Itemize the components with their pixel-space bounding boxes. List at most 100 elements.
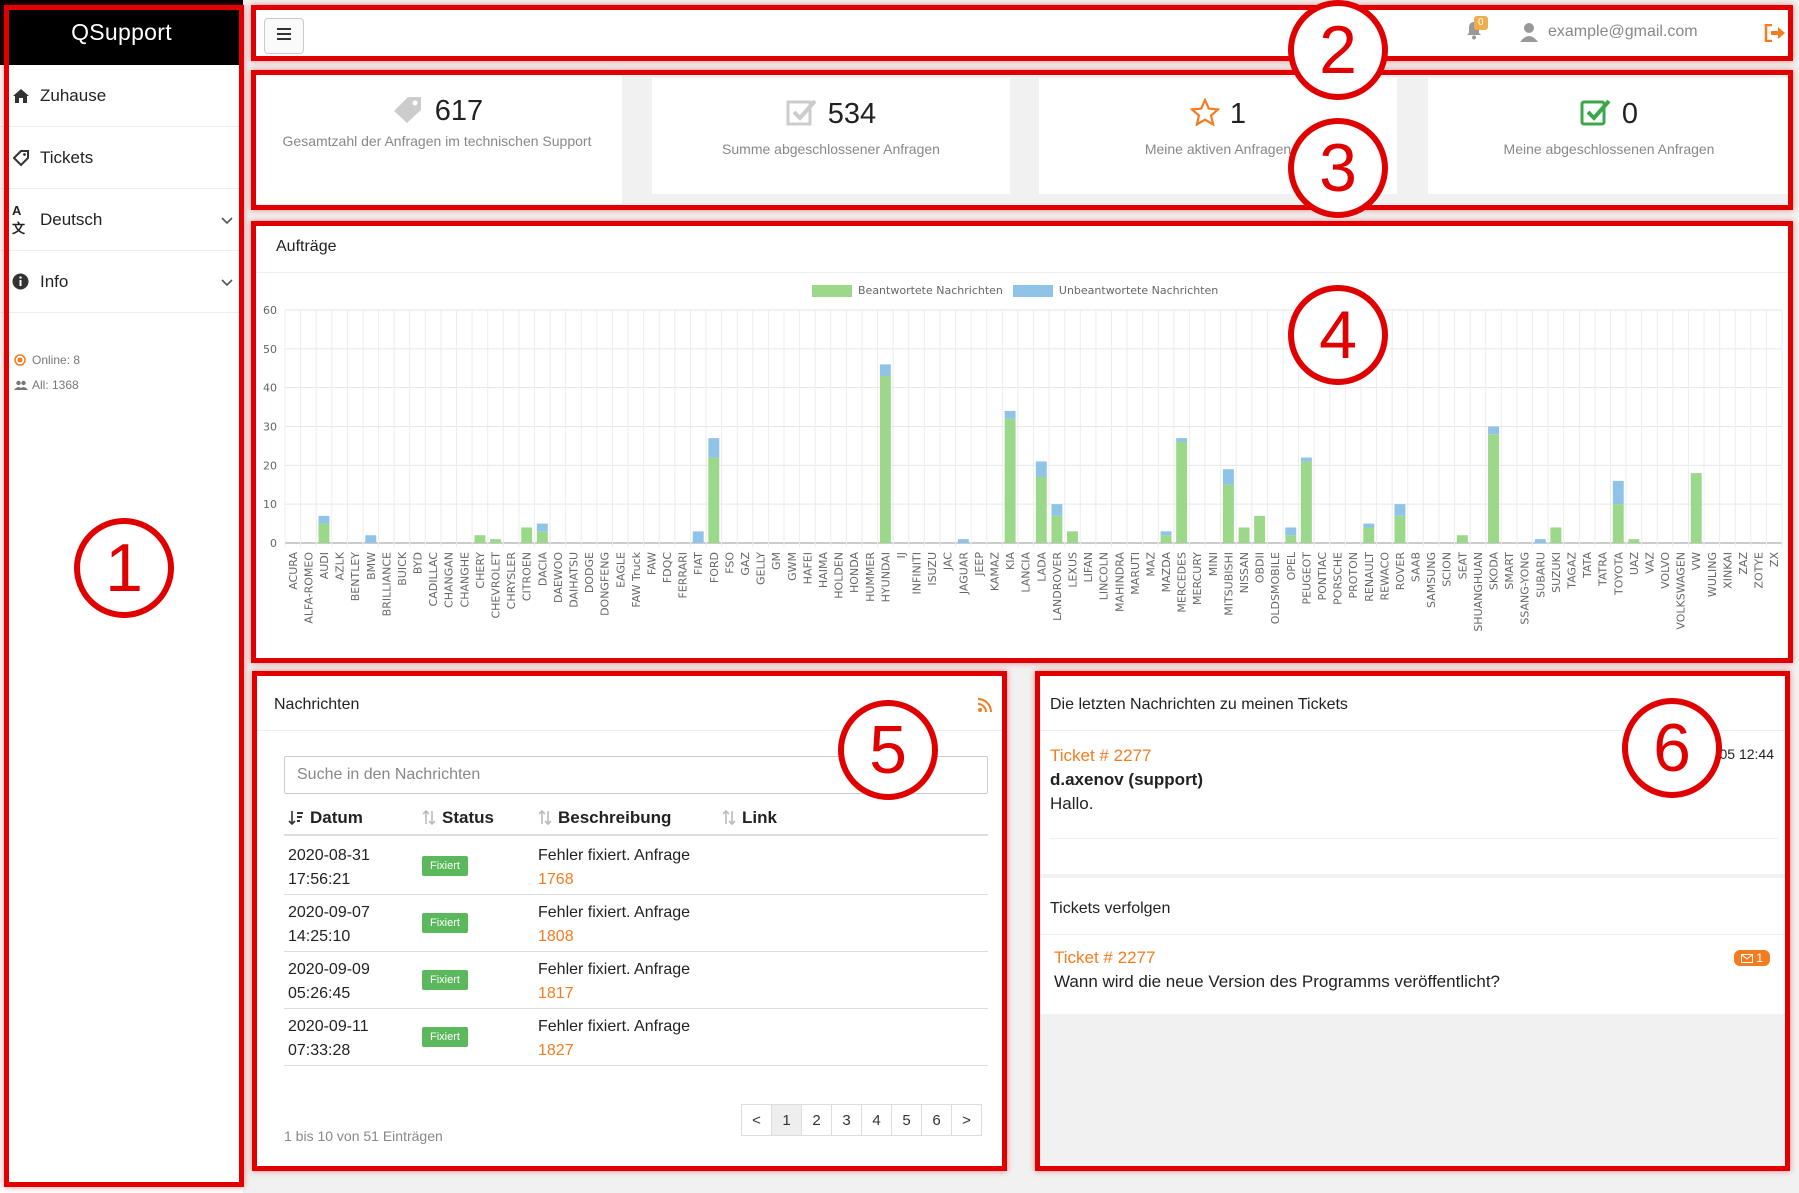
stats-row: 617 Gesamtzahl der Anfragen im technisch…: [252, 68, 1790, 208]
sidebar-item-zuhause[interactable]: Zuhause: [0, 65, 243, 127]
x-tick-label: BUICK: [396, 551, 409, 586]
tag-icon: [391, 94, 425, 129]
message-search-input[interactable]: Suche in den Nachrichten: [284, 756, 988, 794]
home-icon: [12, 88, 34, 104]
bar-answered: [1004, 418, 1016, 543]
x-tick-label: DONGFENG: [599, 552, 612, 616]
x-tick-label: SSANG-YONG: [1519, 552, 1532, 625]
col-beschreibung[interactable]: Beschreibung: [538, 808, 671, 828]
chart-legend: Beantwortete Nachrichten Unbeantwortete …: [812, 284, 1228, 297]
follow-tickets-panel: Tickets verfolgen Ticket # 2277 Wann wir…: [1040, 878, 1788, 1014]
request-link[interactable]: 1817: [538, 985, 574, 1002]
users-icon: [14, 380, 32, 390]
legend-item-unanswered[interactable]: Unbeantwortete Nachrichten: [1012, 284, 1218, 297]
request-link[interactable]: 1827: [538, 1042, 574, 1059]
bar-unanswered: [692, 531, 704, 543]
logout-icon[interactable]: [1764, 23, 1786, 47]
status-badge: Fixiert: [422, 913, 468, 933]
page-2[interactable]: 2: [801, 1104, 832, 1136]
row-datetime: 2020-09-09 05:26:45: [288, 958, 370, 1006]
messages-title: Nachrichten: [252, 674, 1004, 731]
bar-unanswered: [1612, 480, 1624, 505]
x-tick-label: HAFEI: [801, 552, 814, 584]
user-menu[interactable]: example@gmail.com: [1520, 22, 1698, 42]
stat-value: 1: [1229, 98, 1247, 130]
x-tick-label: DACIA: [536, 552, 549, 587]
sort-icon: [538, 810, 552, 826]
x-tick-label: HYUNDAI: [879, 552, 892, 602]
latest-title: Die letzten Nachrichten zu meinen Ticket…: [1040, 674, 1788, 731]
legend-item-answered[interactable]: Beantwortete Nachrichten: [812, 284, 1003, 297]
row-description: Fehler fixiert. Anfrage 1817: [538, 958, 690, 1006]
bar-answered: [1690, 473, 1702, 543]
x-tick-label: LIFAN: [1082, 552, 1095, 582]
x-tick-label: GELLY: [755, 552, 768, 585]
app-title[interactable]: QSupport: [0, 0, 243, 65]
page-5[interactable]: 5: [891, 1104, 922, 1136]
star-icon: [1189, 97, 1221, 131]
x-tick-label: CHANGAN: [443, 552, 456, 608]
col-link[interactable]: Link: [722, 808, 777, 828]
notification-badge: 0: [1474, 16, 1488, 30]
x-tick-label: JEEP: [973, 552, 986, 577]
x-tick-label: NISSAN: [1238, 552, 1251, 593]
page-6[interactable]: 6: [921, 1104, 952, 1136]
request-link[interactable]: 1808: [538, 928, 574, 945]
x-tick-label: ZX: [1768, 552, 1781, 568]
col-label: Status: [442, 808, 494, 827]
x-tick-label: DAEWOO: [552, 552, 565, 603]
badge-count: 1: [1756, 951, 1763, 965]
table-row: 2020-08-31 17:56:21 Fixiert Fehler fixier…: [284, 838, 988, 895]
col-datum[interactable]: Datum: [288, 808, 363, 828]
page-4[interactable]: 4: [861, 1104, 892, 1136]
stat-card-my-closed[interactable]: 0 Meine abgeschlossenen Anfragen: [1428, 78, 1790, 194]
col-label: Link: [742, 808, 777, 827]
page-3[interactable]: 3: [831, 1104, 862, 1136]
bar-unanswered: [708, 438, 720, 458]
x-tick-label: HOLDEN: [833, 552, 846, 599]
x-tick-label: LANCIA: [1020, 552, 1033, 593]
new-messages-badge[interactable]: 1: [1734, 950, 1770, 966]
bar-unanswered: [1285, 527, 1297, 536]
bar-answered: [708, 457, 720, 543]
x-tick-label: ISUZU: [926, 552, 939, 586]
x-tick-label: ZOTYE: [1753, 552, 1766, 589]
x-tick-label: KIA: [1004, 552, 1017, 570]
bar-answered: [490, 539, 501, 543]
x-tick-label: SKODA: [1488, 552, 1501, 591]
x-tick-label: FSO: [723, 552, 736, 574]
x-tick-label: MITSUBISHI: [1222, 552, 1235, 616]
bar-answered: [536, 531, 548, 543]
bar-answered: [879, 376, 891, 543]
x-tick-label: MARUTI: [1129, 552, 1142, 595]
bar-unanswered: [957, 539, 969, 543]
table-row: 2020-09-11 07:33:28 Fixiert Fehler fixier…: [284, 1009, 988, 1066]
sidebar-item-info[interactable]: Info: [0, 251, 243, 313]
tag-icon: [12, 149, 34, 167]
checkbox-icon: [786, 98, 818, 131]
ticket-link[interactable]: Ticket # 2277: [1054, 948, 1156, 967]
bar-answered: [474, 535, 486, 543]
request-link[interactable]: 1768: [538, 871, 574, 888]
page-1[interactable]: 1: [771, 1104, 802, 1136]
stat-card-total[interactable]: 617 Gesamtzahl der Anfragen im technisch…: [252, 74, 622, 204]
pagination: < 1 2 3 4 5 6 >: [741, 1104, 982, 1136]
menu-toggle-button[interactable]: [264, 18, 304, 54]
page-prev[interactable]: <: [741, 1104, 772, 1136]
x-tick-label: XINKAI: [1721, 552, 1734, 589]
x-tick-label: BENTLEY: [349, 552, 362, 602]
sort-icon: [422, 810, 436, 826]
page-next[interactable]: >: [951, 1104, 982, 1136]
row-time: 07:33:28: [288, 1042, 351, 1059]
rss-icon[interactable]: [977, 698, 992, 717]
ticket-link[interactable]: Ticket # 2277: [1050, 746, 1152, 765]
x-tick-label: JAC: [942, 552, 955, 571]
col-status[interactable]: Status: [422, 808, 494, 828]
sidebar-item-tickets[interactable]: Tickets: [0, 127, 243, 189]
sidebar-item-deutsch[interactable]: A文 Deutsch: [0, 189, 243, 251]
row-datetime: 2020-09-11 07:33:28: [288, 1015, 369, 1063]
x-tick-label: HAIMA: [817, 552, 830, 589]
x-tick-label: CHEVROLET: [490, 552, 503, 619]
stat-card-closed[interactable]: 534 Summe abgeschlossener Anfragen: [652, 78, 1010, 194]
x-tick-label: SAMSUNG: [1425, 552, 1438, 608]
